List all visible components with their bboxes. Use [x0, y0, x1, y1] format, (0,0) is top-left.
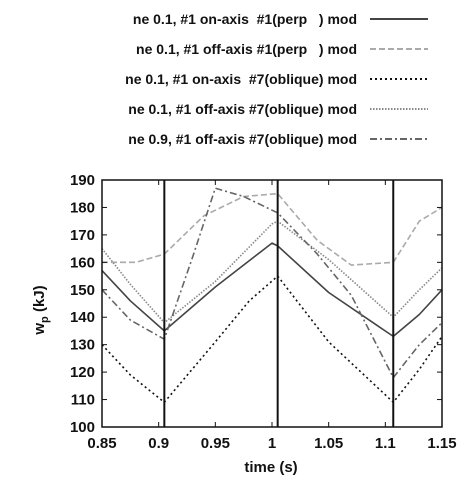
y-tick-label: 110 — [71, 392, 95, 409]
x-axis: 0.85 0.9 0.95 1 1.05 1.1 1.15 — [87, 180, 457, 452]
x-tick-label: 1.15 — [427, 435, 456, 452]
y-axis-label-unit: (kJ) — [31, 285, 48, 316]
legend-label-1: ne 0.1, #1 on-axis #1(perp ) mod — [133, 11, 357, 27]
y-tick-label: 100 — [70, 419, 95, 436]
series-line-2 — [102, 192, 443, 266]
x-tick-label: 1.1 — [375, 435, 396, 452]
x-axis-label: time (s) — [244, 459, 297, 476]
x-tick-label: 0.9 — [148, 435, 169, 452]
x-tick-label: 1 — [268, 435, 276, 452]
x-tick-label: 0.95 — [201, 435, 230, 452]
legend-label-4: ne 0.1, #1 off-axis #7(oblique) mod — [128, 101, 357, 117]
series-line-4 — [101, 220, 443, 324]
series-line-1 — [101, 242, 443, 338]
y-tick-label: 150 — [70, 282, 95, 299]
y-axis: 100 110 120 130 140 150 160 170 180 190 — [70, 172, 442, 436]
legend-label-5: ne 0.9, #1 off-axis #7(oblique) mod — [128, 131, 357, 147]
series-line-5 — [101, 187, 443, 379]
x-tick-label: 0.85 — [87, 435, 116, 452]
plot-frame — [101, 179, 443, 428]
y-tick-label: 190 — [70, 172, 95, 189]
y-tick-label: 170 — [70, 227, 95, 244]
legend: ne 0.1, #1 on-axis #1(perp ) mod ne 0.1, … — [125, 11, 428, 147]
legend-label-2: ne 0.1, #1 off-axis #1(perp ) mod — [136, 41, 357, 57]
y-axis-label: wp (kJ) — [31, 285, 51, 335]
series-line-3 — [101, 275, 443, 404]
legend-label-3: ne 0.1, #1 on-axis #7(oblique) mod — [125, 71, 357, 87]
y-tick-label: 160 — [70, 254, 95, 271]
y-tick-label: 140 — [70, 309, 95, 326]
y-axis-label-sub: p — [39, 316, 51, 323]
y-tick-label: 130 — [70, 337, 95, 354]
x-tick-label: 1.05 — [314, 435, 343, 452]
plot-border — [101, 179, 443, 428]
y-tick-label: 180 — [70, 199, 95, 216]
y-axis-label-main: w — [31, 323, 48, 336]
y-tick-label: 120 — [70, 364, 95, 381]
series-layer — [101, 187, 443, 404]
